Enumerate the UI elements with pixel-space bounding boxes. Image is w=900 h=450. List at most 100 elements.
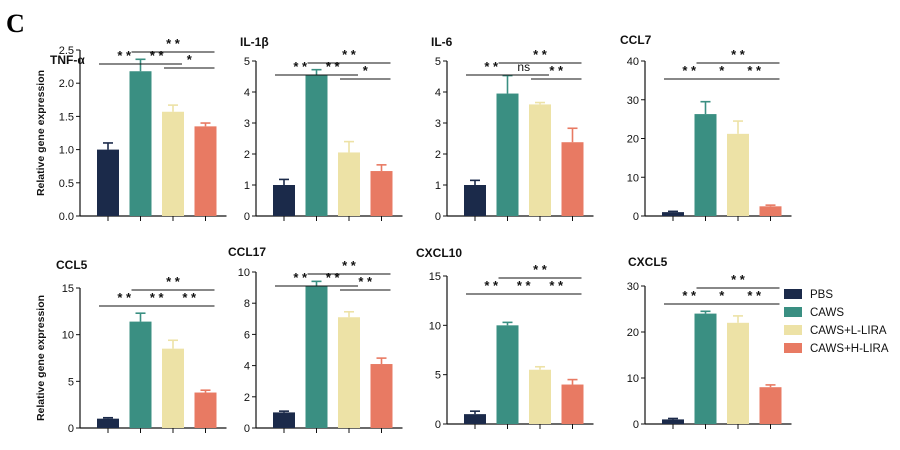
bar-caws-l-lira: [529, 369, 551, 424]
bar-caws: [694, 114, 717, 216]
y-tick-label: 15: [429, 271, 441, 283]
significance-label: * *: [549, 278, 564, 293]
y-tick-label: 10: [627, 172, 639, 184]
bar-pbs: [273, 185, 295, 216]
bar-caws: [129, 71, 152, 216]
y-tick-label: 10: [627, 373, 639, 385]
significance-label: * *: [117, 48, 132, 63]
significance-label: * *: [358, 274, 373, 289]
bar-pbs: [97, 149, 119, 216]
bar-pbs: [662, 212, 684, 216]
significance-label: * *: [747, 288, 762, 303]
y-tick-label: 30: [627, 95, 639, 107]
y-tick-label: 4: [244, 361, 250, 373]
y-tick-label: 5: [435, 370, 441, 382]
bar-caws-h-lira: [194, 392, 217, 428]
y-tick-label: 3: [244, 118, 250, 130]
y-tick-label: 0.0: [59, 211, 74, 223]
significance-label: * *: [293, 270, 308, 285]
panel-title: IL-6: [431, 35, 453, 49]
bar-pbs: [273, 412, 295, 428]
y-tick-label: 2: [435, 149, 441, 161]
bar-caws-l-lira: [727, 322, 749, 424]
panel-title: CXCL5: [628, 255, 668, 269]
legend-swatch-caws-h-lira: [784, 343, 802, 353]
significance-label: * *: [682, 288, 697, 303]
significance-label: * *: [326, 270, 341, 285]
y-tick-label: 0: [435, 211, 441, 223]
bar-caws: [129, 321, 152, 428]
y-tick-label: 4: [435, 87, 441, 99]
panel-title: CCL17: [228, 245, 266, 259]
panel-title: CCL7: [620, 33, 652, 47]
y-tick-label: 20: [627, 134, 639, 146]
y-tick-label: 2: [244, 392, 250, 404]
panel-title: TNF-α: [50, 53, 85, 67]
panel-title: IL-1β: [240, 35, 269, 49]
significance-label: * *: [484, 59, 499, 74]
bar-caws-l-lira: [162, 348, 184, 428]
bar-caws: [496, 93, 519, 216]
bar-caws-l-lira: [162, 111, 184, 216]
y-tick-label: 15: [62, 283, 74, 295]
bar-pbs: [464, 185, 486, 216]
chart-panel-5: CCL5 Relative gene expression 0 5 10 15 * * * *…: [35, 258, 227, 435]
y-tick-label: 5: [435, 56, 441, 68]
legend-label-caws-l-lira: CAWS+L-LIRA: [810, 325, 887, 337]
significance-label: * *: [150, 48, 165, 63]
significance-label: *: [719, 288, 725, 303]
y-tick-label: 40: [627, 56, 639, 68]
legend-label-pbs: PBS: [810, 289, 833, 301]
significance-label: *: [187, 52, 193, 67]
y-tick-label: 5: [68, 376, 74, 388]
y-tick-label: 10: [429, 320, 441, 332]
legend-label-caws: CAWS: [810, 307, 844, 319]
bar-caws-l-lira: [727, 133, 749, 216]
y-tick-label: 2: [244, 149, 250, 161]
y-tick-label: 8: [244, 298, 250, 310]
legend-swatch-pbs: [784, 289, 802, 299]
significance-label: * *: [342, 258, 357, 273]
y-tick-label: 10: [62, 330, 74, 342]
significance-label: * *: [326, 59, 341, 74]
bar-caws-h-lira: [370, 364, 393, 428]
significance-label: * *: [517, 278, 532, 293]
y-axis-label: Relative gene expression: [35, 295, 47, 421]
legend-label-caws-h-lira: CAWS+H-LIRA: [810, 343, 889, 355]
panel-title: CCL5: [56, 258, 88, 272]
significance-label: * *: [166, 36, 181, 51]
y-tick-label: 0: [633, 211, 639, 223]
significance-label: *: [719, 63, 725, 78]
significance-label: * *: [182, 290, 197, 305]
bar-caws-l-lira: [529, 104, 551, 216]
y-tick-label: 1.0: [59, 145, 74, 157]
bar-caws: [694, 313, 717, 424]
y-tick-label: 0: [244, 211, 250, 223]
significance-label: * *: [484, 278, 499, 293]
significance-label: * *: [731, 272, 746, 287]
bar-caws-h-lira: [561, 142, 584, 216]
bar-caws-h-lira: [759, 206, 782, 216]
legend-swatch-caws: [784, 307, 802, 317]
bar-caws-h-lira: [759, 387, 782, 424]
significance-label: * *: [117, 290, 132, 305]
bar-caws-h-lira: [561, 384, 584, 424]
significance-label: * *: [293, 59, 308, 74]
y-tick-label: 0: [633, 419, 639, 431]
y-tick-label: 1: [244, 180, 250, 192]
bar-pbs: [662, 419, 684, 424]
y-tick-label: 5: [244, 56, 250, 68]
y-tick-label: 10: [238, 267, 250, 279]
y-tick-label: 0: [68, 423, 74, 435]
significance-label: * *: [731, 47, 746, 62]
bar-pbs: [464, 414, 486, 424]
bar-caws-l-lira: [338, 317, 360, 428]
